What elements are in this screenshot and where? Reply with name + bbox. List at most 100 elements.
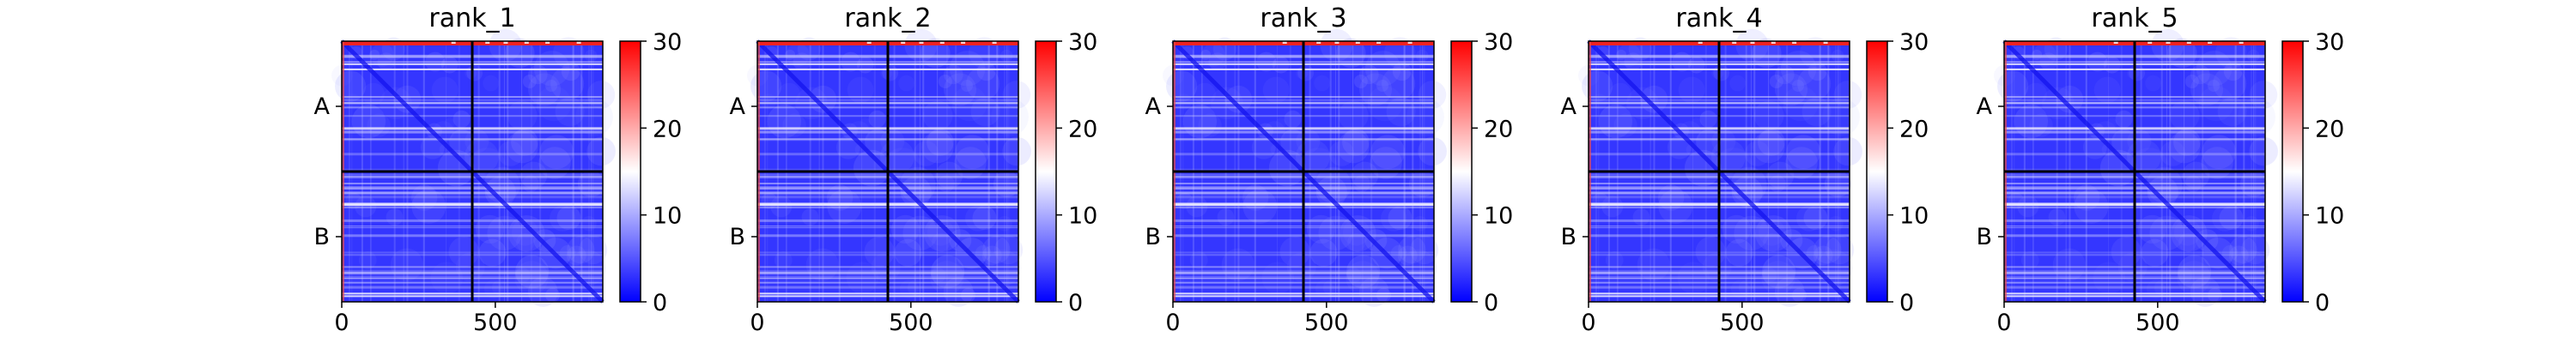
subplot-1: rank_1 0 500 A B 0 10 20 30	[313, 3, 682, 336]
heatmap-cell	[2127, 129, 2152, 153]
heatmap-cell	[1370, 135, 1406, 170]
heatmap-cell	[1775, 73, 1808, 106]
heatmap-cell	[369, 49, 380, 60]
heatmap-cell	[1386, 97, 1416, 127]
heatmap-cell	[1608, 82, 1631, 105]
heatmap-cell	[898, 75, 914, 92]
heatmap-cell	[786, 43, 810, 67]
heatmap-cell	[1282, 41, 1287, 44]
heatmap-cell	[1392, 62, 1412, 81]
heatmap-cell	[2190, 277, 2221, 307]
heatmap-cell	[491, 280, 508, 296]
heatmap-cell	[483, 75, 499, 92]
heatmap-cell	[1338, 100, 1369, 131]
heatmap-cell	[544, 79, 558, 93]
heatmap-cell	[960, 79, 974, 93]
heatmap-cell	[2196, 229, 2219, 252]
heatmap-cell	[522, 74, 537, 88]
heatmap-cell	[586, 81, 616, 109]
heatmap-cell	[1217, 208, 1235, 226]
heatmap-cell	[1769, 175, 1786, 193]
heatmap-cell	[2166, 41, 2171, 44]
heatmap-cell	[515, 255, 550, 289]
heatmap-cell	[939, 41, 945, 44]
heatmap-cell	[550, 205, 576, 232]
heatmap-cell	[1751, 38, 1782, 69]
heatmap-cell	[1796, 205, 1823, 232]
heatmap-cell	[519, 161, 548, 190]
heatmap-cell	[1296, 129, 1321, 153]
heatmap-cell	[1792, 41, 1797, 44]
heatmap-cell	[578, 235, 608, 265]
heatmap-cell	[981, 245, 1002, 266]
heatmap-cell	[2177, 261, 2211, 295]
heatmap-cell	[577, 171, 605, 197]
heatmap-cell	[2178, 232, 2197, 252]
heatmap-cell	[1613, 113, 1637, 137]
heatmap-cell	[1786, 135, 1821, 170]
heatmap-cell	[420, 135, 445, 159]
heatmap-cell	[1750, 41, 1755, 44]
colorbar-tick-label: 20	[1068, 116, 1097, 142]
heatmap-cell	[1353, 74, 1368, 88]
heatmap-cell	[453, 110, 471, 128]
heatmap-cell	[1382, 67, 1416, 101]
y-tick-label: A	[1977, 93, 1993, 120]
heatmap-cell	[1833, 136, 1862, 166]
heatmap-cell	[1658, 189, 1693, 224]
colorbar-tick-label: 0	[1899, 290, 1914, 316]
heatmap-cell	[561, 62, 580, 81]
heatmap-cell	[1364, 51, 1401, 87]
heatmap-cell	[1268, 149, 1306, 187]
heatmap-cell	[2238, 98, 2275, 136]
heatmap-cell	[2117, 252, 2148, 282]
heatmap-cell	[2056, 85, 2084, 113]
heatmap-cell	[785, 49, 796, 60]
heatmap-cell	[485, 41, 490, 44]
heatmap-cell	[938, 175, 955, 193]
heatmap-cell	[770, 196, 793, 218]
heatmap-cell	[930, 268, 946, 283]
colorbar-tick-label: 20	[1484, 116, 1513, 142]
heatmap-cell	[1833, 81, 1862, 109]
heatmap-cell	[1346, 255, 1381, 289]
heatmap-cell	[965, 205, 992, 232]
heatmap-cell	[2212, 205, 2239, 232]
heatmap-cell	[1591, 93, 1608, 110]
heatmap-cell	[1814, 236, 1842, 264]
x-tick-label: 500	[1720, 310, 1765, 336]
heatmap-cell	[1801, 97, 1832, 127]
heatmap-cell	[1002, 136, 1031, 166]
heatmap-cell	[1825, 235, 1855, 265]
heatmap-cell	[827, 189, 862, 224]
heatmap-cell	[2093, 76, 2121, 104]
heatmap-cell	[355, 196, 377, 218]
colorbar-tick-label: 10	[1068, 203, 1097, 230]
heatmap-cell	[1335, 38, 1366, 69]
heatmap-cell	[907, 280, 924, 296]
heatmap-cell	[437, 149, 475, 187]
heatmap-cell	[931, 255, 965, 289]
heatmap-cell	[2196, 51, 2233, 87]
heatmap-cell	[1381, 205, 1407, 232]
heatmap-cell	[1418, 136, 1447, 166]
heatmap-cell	[1314, 75, 1330, 92]
colorbar-tick-label: 30	[653, 29, 682, 56]
heatmap-cell	[1242, 189, 1278, 224]
subplot-3: rank_3 0 500 A B 0 10 20 30	[1145, 3, 1513, 336]
heatmap-cell	[585, 49, 598, 63]
colorbar	[1450, 40, 1473, 303]
heatmap-cell	[1353, 175, 1370, 193]
heatmap-cell	[2082, 135, 2107, 159]
heatmap-cell	[966, 67, 1000, 101]
heatmap-cell	[1722, 214, 1752, 244]
heatmap-cell	[386, 208, 404, 226]
y-tick-label: A	[1145, 93, 1162, 120]
heatmap-cell	[516, 232, 535, 252]
heatmap-frame	[1172, 40, 1435, 303]
heatmap-cell	[847, 76, 874, 104]
heatmap-cell	[1309, 238, 1338, 267]
heatmap-cell	[1406, 98, 1444, 136]
heatmap-cell	[1261, 262, 1295, 294]
heatmap-cell	[1605, 251, 1624, 269]
